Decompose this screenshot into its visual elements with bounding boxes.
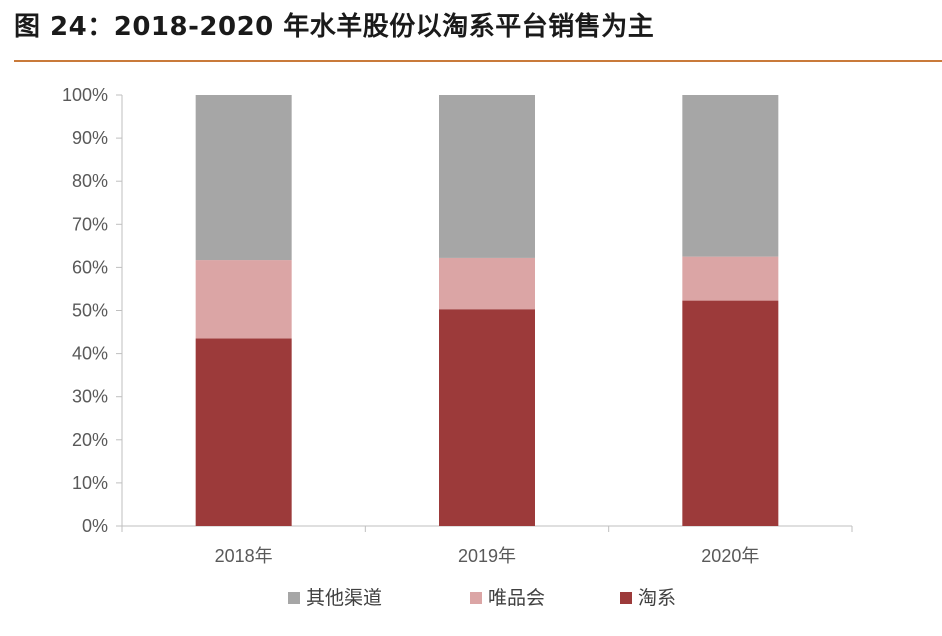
legend-label-唯品会: 唯品会	[488, 587, 545, 609]
bar-segment-2019年-其他渠道	[439, 95, 535, 258]
chart-title: 图 24：2018-2020 年水羊股份以淘系平台销售为主	[14, 12, 655, 42]
x-tick-label: 2020年	[701, 546, 759, 566]
y-tick-label: 80%	[72, 171, 108, 191]
bar-segment-2020年-唯品会	[682, 256, 779, 301]
y-tick-label: 20%	[72, 430, 108, 450]
y-tick-label: 50%	[72, 301, 108, 321]
legend-swatch-淘系	[620, 592, 632, 604]
y-tick-label: 0%	[82, 516, 108, 536]
bar-segment-2018年-淘系	[195, 338, 292, 526]
bar-segment-2019年-淘系	[439, 309, 535, 526]
y-tick-label: 40%	[72, 344, 108, 364]
x-tick-label: 2019年	[458, 546, 516, 566]
y-tick-label: 90%	[72, 128, 108, 148]
title-divider	[14, 60, 942, 62]
bar-segment-2018年-唯品会	[195, 260, 292, 339]
bar-segment-2020年-淘系	[682, 300, 779, 526]
legend-label-其他渠道: 其他渠道	[306, 587, 382, 609]
legend-swatch-唯品会	[470, 592, 482, 604]
legend-label-淘系: 淘系	[638, 587, 676, 609]
bar-segment-2018年-其他渠道	[195, 95, 292, 261]
y-tick-label: 70%	[72, 214, 108, 234]
y-tick-label: 100%	[62, 85, 108, 105]
y-tick-label: 30%	[72, 387, 108, 407]
y-tick-label: 10%	[72, 473, 108, 493]
y-tick-label: 60%	[72, 257, 108, 277]
legend-swatch-其他渠道	[288, 592, 300, 604]
bar-segment-2019年-唯品会	[439, 257, 535, 310]
bar-segment-2020年-其他渠道	[682, 95, 779, 257]
x-tick-label: 2018年	[215, 546, 273, 566]
